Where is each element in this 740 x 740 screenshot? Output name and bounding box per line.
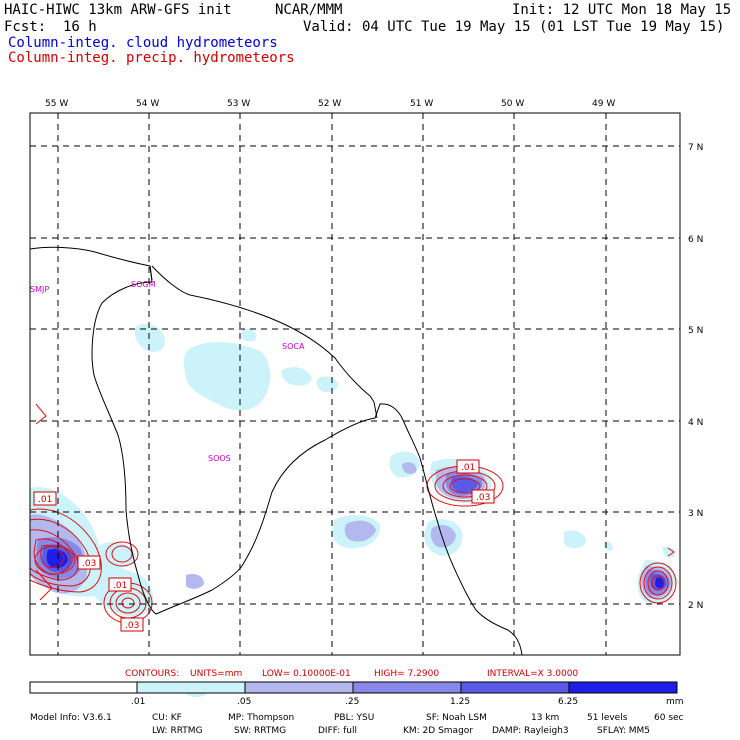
lon-label: 52 W [318,99,341,109]
shortwave-scheme: SW: RRTMG [234,726,286,736]
precip-contours [29,403,677,624]
forecast-hour: 16 h [63,19,97,35]
init-time: Init: 12 UTC Mon 18 May 15 [512,2,732,18]
plot-frame [29,112,681,656]
contour-low: LOW= 0.10000E-01 [262,669,351,679]
model-title: HAIC-HIWC 13km ARW-GFS init [4,2,232,18]
colorbar-tick: .05 [237,697,251,707]
colorbar [29,681,678,694]
contour-label: .03 [125,621,139,631]
coastline [29,246,523,656]
lon-label: 49 W [592,99,615,109]
lat-label: 3 N [688,509,703,519]
lat-label: 6 N [688,235,703,245]
longwave-scheme: LW: RRTMG [152,726,203,736]
field1-title: Column-integ. cloud hydrometeors [8,35,278,51]
cumulus-scheme: CU: KF [152,713,182,723]
diffusion-option: DIFF: full [318,726,357,736]
contour-high: HIGH= 7.2900 [374,669,439,679]
lon-label: 50 W [501,99,524,109]
grid-spacing: 13 km [531,713,559,723]
forecast-label: Fcst: [4,19,47,35]
contour-label: .01 [461,463,475,473]
contour-units: UNITS=mm [190,669,242,679]
lon-label: 54 W [136,99,159,109]
model-version: Model Info: V3.6.1 [30,713,112,723]
lon-label: 53 W [227,99,250,109]
lat-label: 2 N [688,601,703,611]
station-label: SOOS [208,454,231,463]
colorbar-tick: 1.25 [450,697,470,707]
lat-label: 4 N [688,418,703,428]
lat-label: 7 N [688,143,703,153]
lat-lon-grid [30,113,680,655]
contour-label: .01 [113,581,127,591]
vertical-levels: 51 levels [587,713,628,723]
colorbar-tick: .01 [131,697,145,707]
colorbar-tick: 6.25 [558,697,578,707]
damping-option: DAMP: Rayleigh3 [492,726,569,736]
contour-info: CONTOURS: [125,669,179,679]
lat-label: 5 N [688,326,703,336]
colorbar-unit: mm [666,697,684,707]
lon-label: 55 W [45,99,68,109]
contour-label: .03 [82,559,96,569]
contour-label: .01 [38,495,52,505]
valid-time: Valid: 04 UTC Tue 19 May 15 (01 LST Tue … [303,19,725,35]
pbl-scheme: PBL: YSU [334,713,374,723]
time-step: 60 sec [654,713,684,723]
station-label: SOGM [131,280,156,289]
org-label: NCAR/MMM [275,2,343,18]
km-option: KM: 2D Smagor [403,726,473,736]
surface-layer-option: SFLAY: MM5 [597,726,650,736]
microphysics-scheme: MP: Thompson [228,713,294,723]
contour-label: .03 [476,493,490,503]
contour-interval: INTERVAL=X 3.0000 [487,669,578,679]
surface-scheme: SF: Noah LSM [426,713,487,723]
station-label: SOCA [282,342,305,351]
lon-label: 51 W [410,99,433,109]
field2-title: Column-integ. precip. hydrometeors [8,50,295,66]
station-label: SMJP [30,285,49,294]
colorbar-tick: .25 [345,697,359,707]
